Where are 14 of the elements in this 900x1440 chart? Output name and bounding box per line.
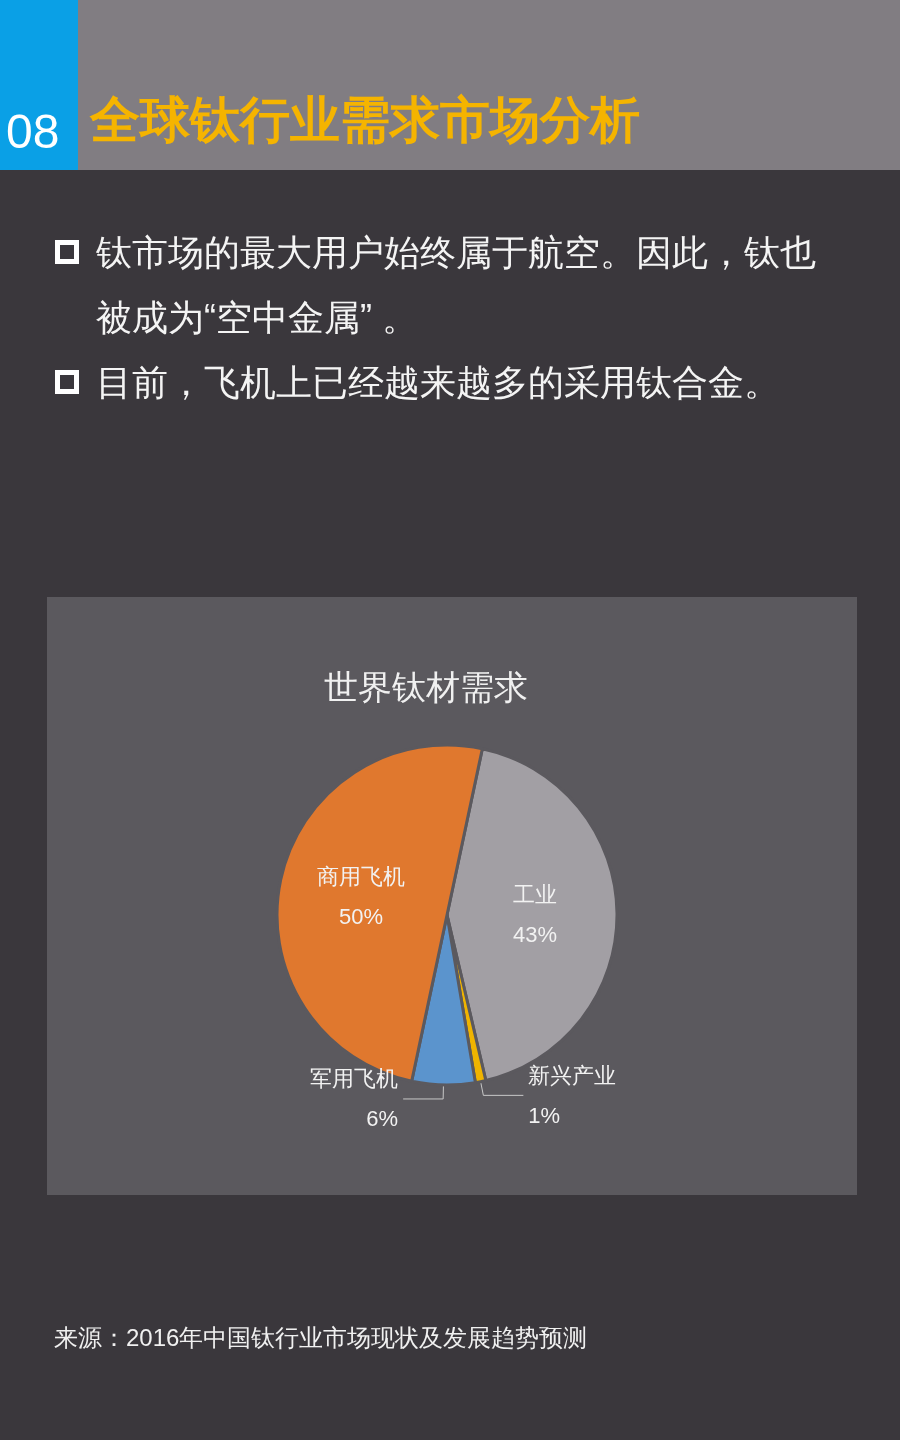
source-note: 来源：2016年中国钛行业市场现状及发展趋势预测 <box>54 1323 588 1353</box>
data-label: 6% <box>366 1106 399 1132</box>
text: 08 <box>6 104 60 160</box>
data-label: 43% <box>512 921 558 947</box>
text: 全球钛行业需求市场分析 <box>90 91 640 150</box>
slice-label: 工业 <box>513 881 557 907</box>
data-label: 1% <box>528 1102 561 1128</box>
slice-label: 商用飞机 <box>316 864 405 890</box>
chart-title: 世界钛材需求 <box>324 668 528 706</box>
text: 目前，飞机上已经越来越多的采用钛合金。 <box>96 361 781 405</box>
text: 钛市场的最大用户始终属于航空。因此，钛也被成为“空中金属” 。 <box>96 231 817 340</box>
data-label: 50% <box>338 904 383 930</box>
slice-label: 军用飞机 <box>310 1066 399 1092</box>
slice-label: 新兴产业 <box>528 1062 617 1088</box>
